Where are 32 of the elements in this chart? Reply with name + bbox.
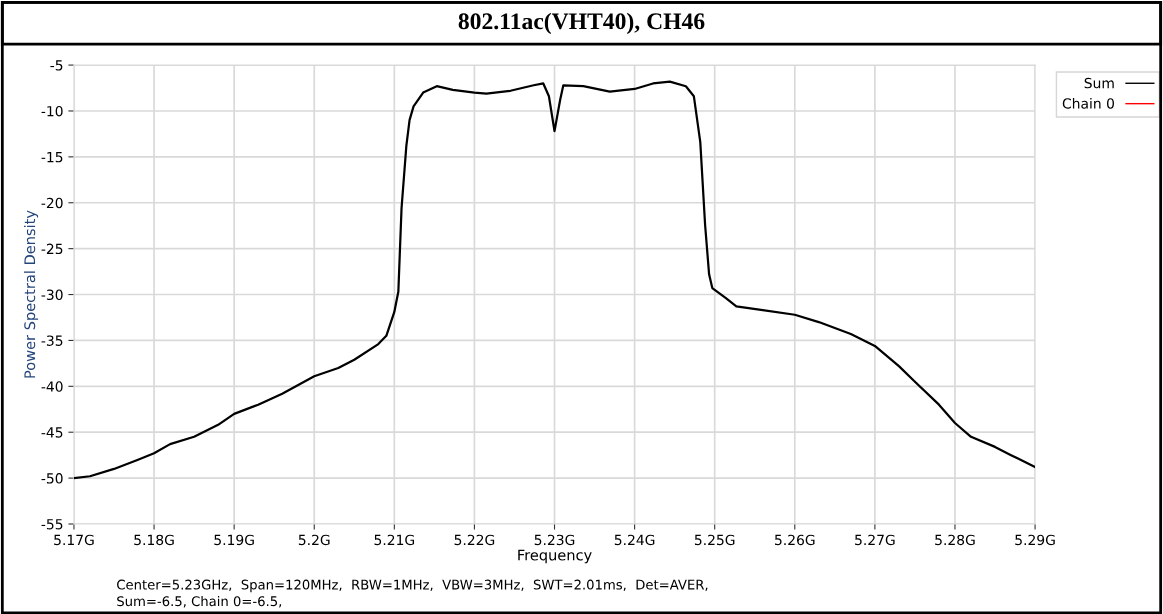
x-tick-label: 5.2G (298, 534, 330, 546)
x-tick-label: 5.19G (214, 534, 254, 546)
x-tick-label: 5.23G (534, 534, 575, 546)
x-axis-title: Frequency (518, 549, 592, 564)
x-tick-label: 5.17G (54, 534, 94, 546)
x-tick-label: 5.28G (935, 534, 975, 546)
text: Center=5.23GHz, Span=120MHz, RBW=1MHz, VBW=3MHz, SWT=2.01ms, Det=AVER, (117, 579, 708, 593)
y-tick-label: -10 (41, 105, 63, 117)
y-tick-label: -45 (41, 427, 63, 438)
y-tick-label: -35 (41, 335, 63, 346)
y-axis-title: Power Spectral Density (23, 210, 39, 378)
x-tick-label: 5.22G (454, 534, 495, 546)
y-tick-label: -40 (41, 381, 63, 392)
x-tick-label: 5.21G (374, 534, 415, 546)
y-tick-label: -50 (41, 473, 63, 484)
x-tick-label: 5.24G (614, 534, 655, 546)
legend-label: Sum (1084, 77, 1114, 89)
y-tick-label: -20 (41, 197, 63, 209)
line-series (73, 80, 1036, 480)
x-tick-label: 5.26G (775, 534, 815, 546)
y-tick-label: -25 (41, 243, 63, 255)
x-tick-label: 5.27G (855, 534, 895, 546)
x-tick-label: 5.29G (1015, 534, 1055, 546)
y-tick-label: -15 (41, 152, 63, 163)
x-tick-label: 5.18G (134, 534, 174, 546)
x-tick-label: 5.25G (694, 534, 735, 546)
legend-label: Chain 0 (1062, 97, 1114, 109)
y-tick-label: -55 (41, 519, 63, 530)
text: Sum=-6.5, Chain 0=-6.5, (117, 595, 282, 608)
y-tick-label: -5 (50, 60, 63, 71)
chart-title: 802.11ac(VHT40), CH46 (458, 12, 705, 35)
y-tick-label: -30 (41, 289, 63, 301)
